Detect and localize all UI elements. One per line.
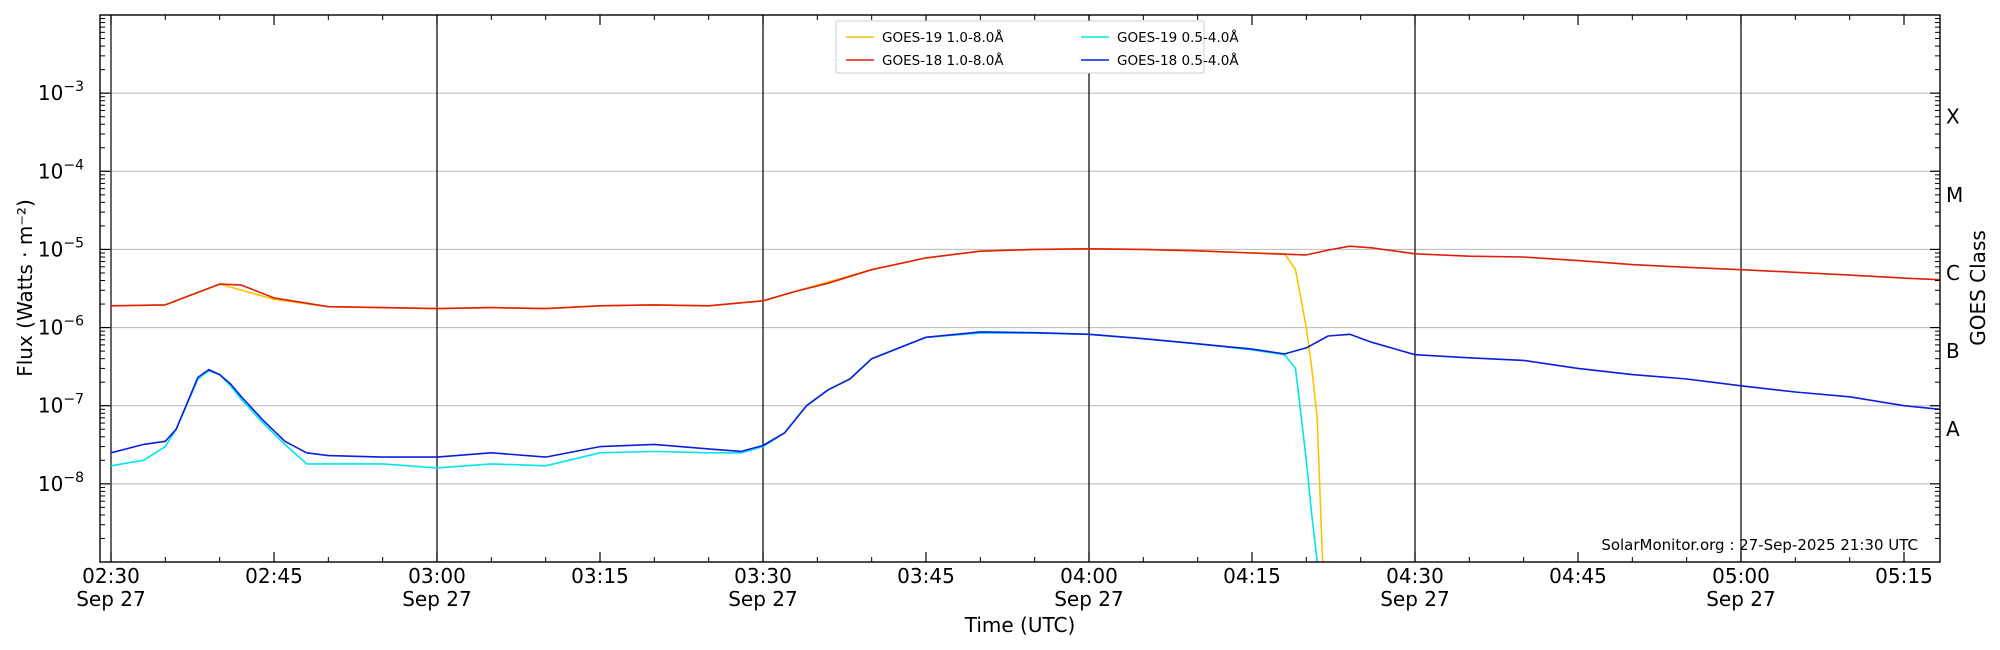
x-tick-date-label: Sep 27 (728, 587, 798, 611)
x-tick-label: 04:30 (1386, 564, 1444, 588)
x-tick-date-label: Sep 27 (1054, 587, 1124, 611)
legend: GOES-19 1.0-8.0Å GOES-18 1.0-8.0Å GOES-19 … (835, 20, 1239, 74)
x-tick-date-label: Sep 27 (1380, 587, 1450, 611)
x-tick-label: 02:45 (245, 564, 303, 588)
x-tick-label: 02:30 (82, 564, 140, 588)
goes-class-label: M (1946, 183, 1963, 207)
x-tick-label: 05:00 (1712, 564, 1770, 588)
series-layer (110, 245, 1940, 562)
y-tick-label: 10−3 (38, 79, 84, 105)
goes-class-title: GOES Class (1966, 230, 1990, 346)
series-line (110, 332, 1318, 562)
goes-class-label: X (1946, 105, 1960, 129)
legend-label: GOES-19 1.0-8.0Å (882, 29, 1004, 46)
x-tick-label: 03:45 (897, 564, 955, 588)
grid-layer (100, 15, 1940, 562)
x-tick-label: 04:15 (1223, 564, 1281, 588)
x-axis-title: Time (UTC) (964, 613, 1076, 637)
y-axis-title: Flux (Watts · m⁻²) (13, 199, 37, 377)
x-tick-label: 03:15 (571, 564, 629, 588)
x-tick-label: 05:15 (1875, 564, 1933, 588)
x-tick-label: 04:00 (1060, 564, 1118, 588)
y-tick-label: 10−4 (38, 157, 84, 183)
goes-class-axis: A B C M X (1946, 105, 1963, 442)
y-tick-label: 10−5 (38, 235, 84, 261)
x-tick-date-label: Sep 27 (1706, 587, 1776, 611)
x-tick-label: 03:30 (734, 564, 792, 588)
y-axis: 10−8 10−7 10−6 10−5 10−4 10−3 (38, 18, 1940, 539)
y-tick-label: 10−7 (38, 392, 84, 418)
x-tick-date-label: Sep 27 (402, 587, 472, 611)
x-tick-date-label: Sep 27 (76, 587, 146, 611)
y-tick-label: 10−8 (38, 470, 84, 496)
goes-class-label: B (1946, 339, 1960, 363)
series-line (110, 331, 1940, 458)
legend-label: GOES-18 1.0-8.0Å (882, 52, 1004, 69)
y-tick-label: 10−6 (38, 314, 84, 340)
goes-class-label: A (1946, 417, 1960, 441)
legend-box (835, 20, 1205, 74)
credit-text: SolarMonitor.org : 27-Sep-2025 21:30 UTC (1601, 536, 1918, 554)
plot-frame (99, 14, 1941, 563)
series-line (110, 245, 1940, 310)
x-tick-label: 04:45 (1549, 564, 1607, 588)
goes-class-label: C (1946, 261, 1960, 285)
x-tick-label: 03:00 (408, 564, 466, 588)
legend-label: GOES-19 0.5-4.0Å (1117, 29, 1239, 46)
legend-label: GOES-18 0.5-4.0Å (1117, 52, 1239, 69)
